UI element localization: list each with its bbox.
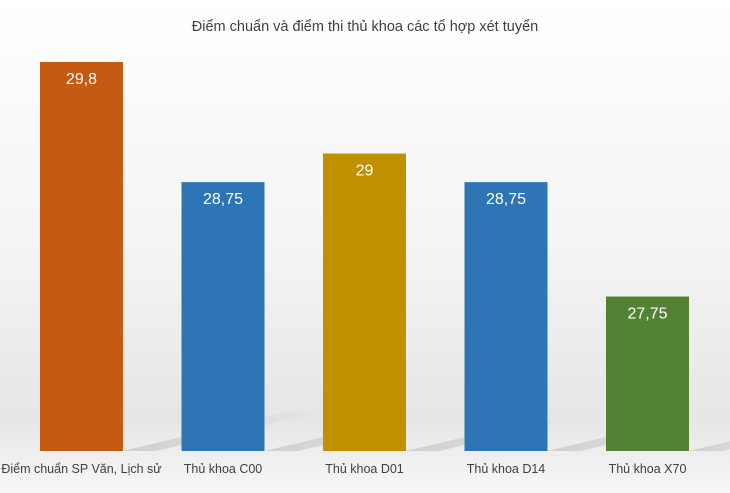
category-label: Điểm chuẩn SP Văn, Lịch sử <box>1 462 161 476</box>
category-label: Thủ khoa D14 <box>467 462 546 476</box>
category-label: Thủ khoa C00 <box>184 462 263 476</box>
bar-shadow <box>689 441 730 451</box>
category-labels-group: Điểm chuẩn SP Văn, Lịch sử Thủ khoa C00 Th… <box>1 462 686 476</box>
bars-group <box>40 62 689 451</box>
category-label: Thủ khoa D01 <box>325 462 404 476</box>
bar <box>464 182 548 451</box>
bar-value-label: 29 <box>356 163 374 180</box>
chart-title: Điểm chuẩn và điểm thi thủ khoa các tổ h… <box>192 19 538 35</box>
bar <box>181 182 265 451</box>
bar <box>323 153 406 451</box>
value-labels-group: 29,8 28,75 29 28,75 27,75 <box>66 71 668 323</box>
bar-value-label: 29,8 <box>66 71 97 88</box>
bar-value-label: 28,75 <box>486 191 526 208</box>
category-label: Thủ khoa X70 <box>609 462 687 476</box>
bar <box>40 62 123 451</box>
bar-value-label: 28,75 <box>203 191 243 208</box>
bar <box>606 296 689 451</box>
bar-value-label: 27,75 <box>627 306 667 323</box>
